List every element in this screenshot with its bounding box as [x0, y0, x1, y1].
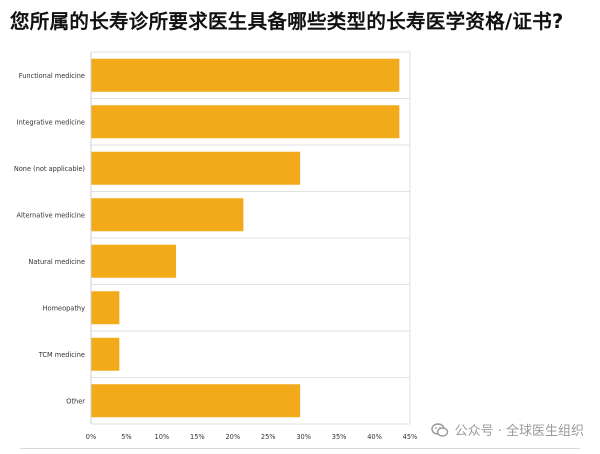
- x-tick-label: 45%: [403, 433, 418, 441]
- category-label: Homeopathy: [43, 304, 85, 312]
- x-tick-label: 40%: [367, 433, 382, 441]
- category-label: TCM medicine: [38, 351, 85, 359]
- x-tick-label: 0%: [86, 433, 96, 441]
- bar: [91, 151, 301, 185]
- category-labels: Functional medicine Integrative medicine N…: [14, 72, 85, 406]
- watermark-text: 公众号 · 全球医生组织: [454, 424, 584, 439]
- category-label: Integrative medicine: [17, 118, 85, 126]
- category-label: Functional medicine: [19, 72, 85, 80]
- category-label: Natural medicine: [28, 258, 85, 266]
- category-label: Alternative medicine: [17, 211, 85, 219]
- bar: [91, 58, 400, 92]
- chart-title: 您所属的长寿诊所要求医生具备哪些类型的长寿医学资格/证书?: [10, 10, 564, 33]
- watermark: 公众号 · 全球医生组织: [430, 420, 584, 439]
- bar: [91, 244, 177, 278]
- bar: [91, 384, 301, 418]
- bar: [91, 198, 244, 232]
- x-tick-label: 10%: [155, 433, 170, 441]
- category-label: Other: [66, 397, 85, 405]
- bar: [91, 291, 120, 325]
- grid-lines: [90, 51, 411, 425]
- x-tick-label: 5%: [121, 433, 131, 441]
- bars: [91, 58, 400, 418]
- wechat-icon: [430, 422, 448, 437]
- bar: [91, 105, 400, 139]
- x-tick-labels: 0% 5% 10% 15% 20% 25% 30% 35% 40% 45%: [86, 433, 418, 441]
- x-tick-label: 15%: [190, 433, 205, 441]
- x-tick-label: 25%: [261, 433, 276, 441]
- x-tick-label: 20%: [225, 433, 240, 441]
- divider: [20, 448, 580, 449]
- x-tick-label: 30%: [296, 433, 311, 441]
- bar: [91, 337, 120, 371]
- category-label: None (not applicable): [14, 165, 85, 173]
- x-tick-label: 35%: [332, 433, 347, 441]
